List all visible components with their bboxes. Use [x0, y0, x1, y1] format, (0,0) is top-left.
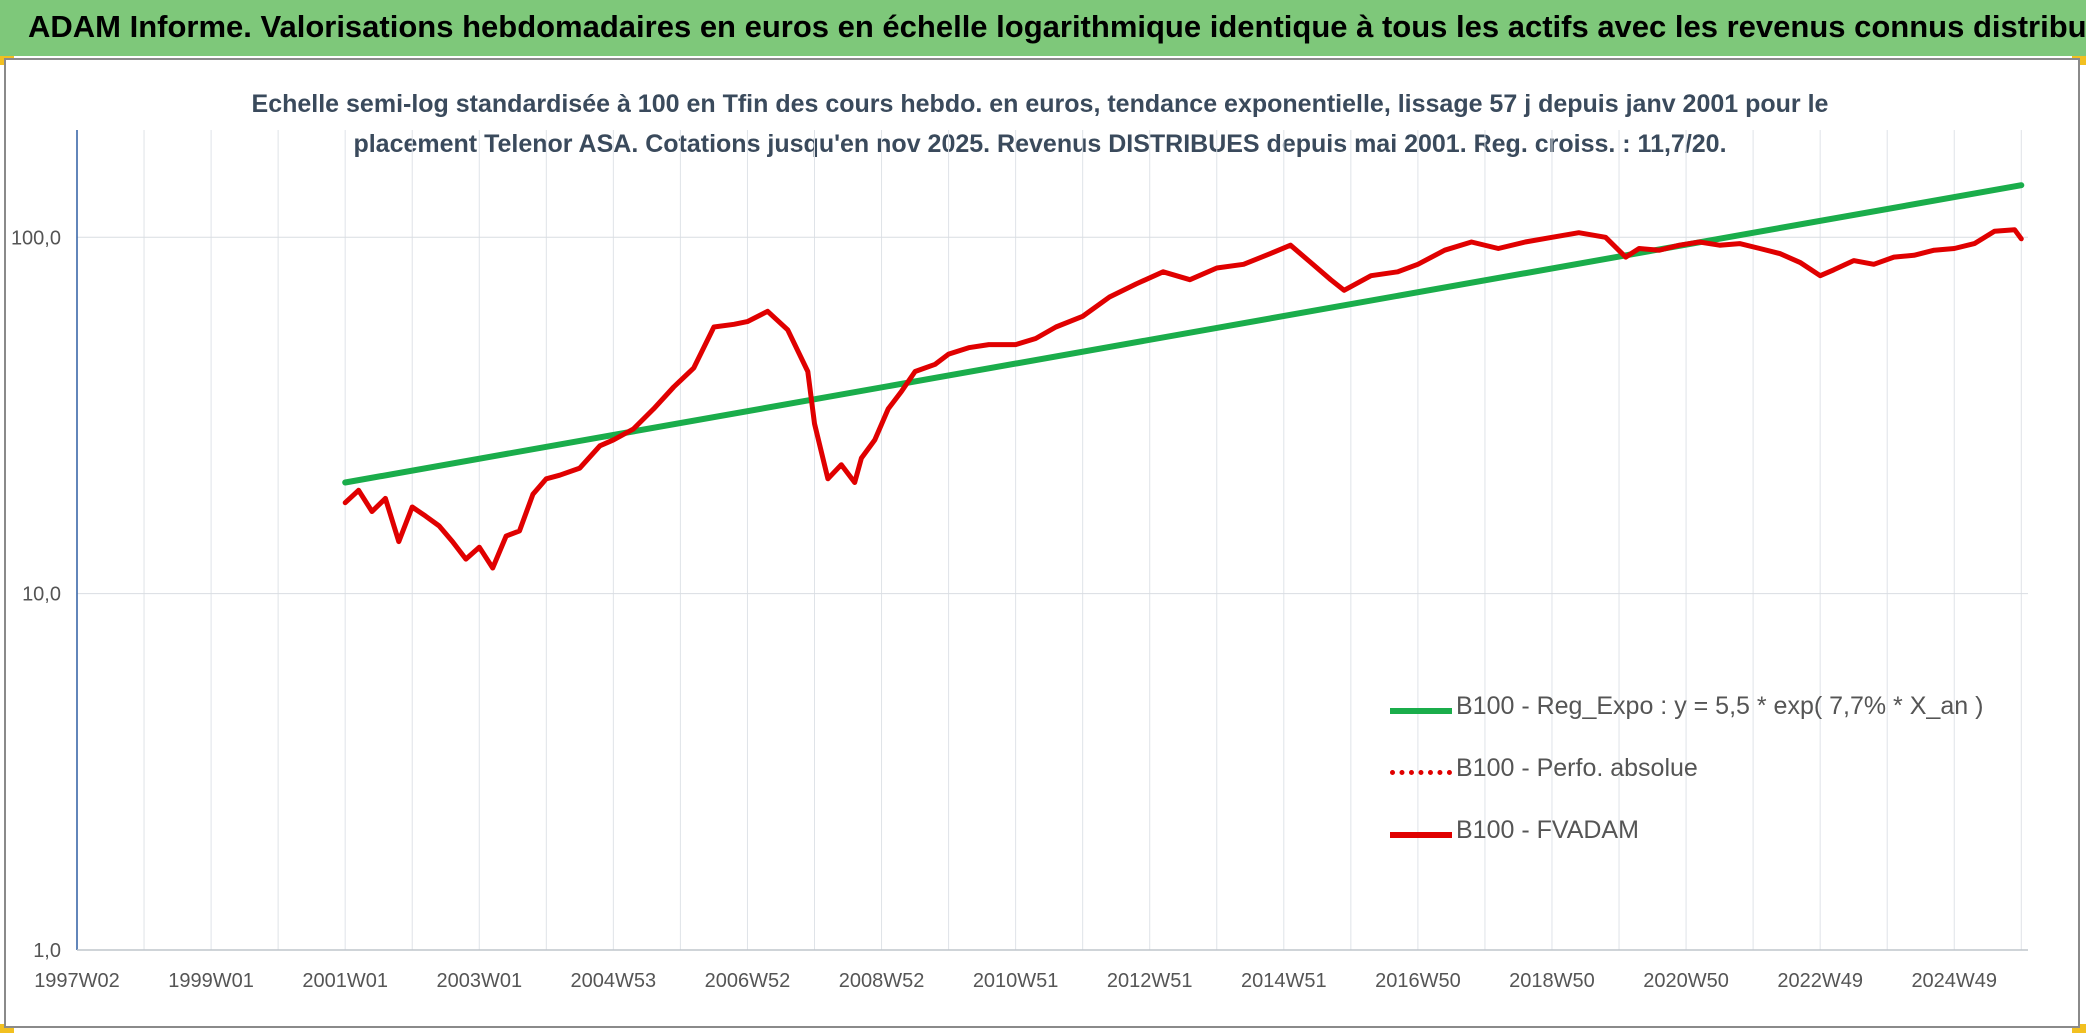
series-line-reg: [342, 182, 2025, 486]
x-tick-label: 2010W51: [973, 970, 1059, 992]
x-tick-label: 2016W50: [1375, 970, 1461, 992]
x-tick-label: 2004W53: [571, 970, 657, 992]
x-tick-label: 1999W01: [168, 970, 254, 992]
legend-label-reg: B100 - Reg_Expo : y = 5,5 * exp( 7,7% * …: [1456, 692, 1984, 720]
page-title: ADAM Informe. Valorisations hebdomadaire…: [28, 9, 2086, 44]
x-tick-label: 2006W52: [705, 970, 791, 992]
legend-label-fvadam: B100 - FVADAM: [1456, 816, 1639, 844]
legend-swatch-fvadam: [1390, 832, 1452, 838]
y-tick-label: 10,0: [22, 584, 61, 606]
chart-title-line-2: placement Telenor ASA. Cotations jusqu'e…: [353, 130, 1727, 158]
header-banner: ADAM Informe. Valorisations hebdomadaire…: [0, 0, 2086, 56]
x-tick-label: 2022W49: [1777, 970, 1863, 992]
x-tick-label: 2020W50: [1643, 970, 1729, 992]
x-tick-label: 2003W01: [436, 970, 522, 992]
x-tick-label: 1997W02: [34, 970, 120, 992]
x-tick-label: 2001W01: [302, 970, 388, 992]
series-line-fvadam: [342, 227, 2024, 571]
legend-swatch-perfo: [1390, 770, 1452, 775]
x-tick-label: 2024W49: [1911, 970, 1997, 992]
corner-marker-bottom-right: [2072, 1024, 2086, 1033]
x-tick-label: 2014W51: [1241, 970, 1327, 992]
x-tick-label: 2008W52: [839, 970, 925, 992]
chart-title-line-1: Echelle semi-log standardisée à 100 en T…: [251, 90, 1829, 118]
x-tick-label: 2018W50: [1509, 970, 1595, 992]
y-tick-label: 1,0: [33, 940, 61, 962]
y-tick-label: 100,0: [11, 227, 61, 249]
legend-label-perfo: B100 - Perfo. absolue: [1456, 754, 1698, 782]
x-tick-label: 2012W51: [1107, 970, 1193, 992]
corner-marker-bottom-left: [0, 1024, 14, 1033]
chart-frame: [4, 58, 2080, 1028]
legend-swatch-reg: [1390, 708, 1452, 714]
